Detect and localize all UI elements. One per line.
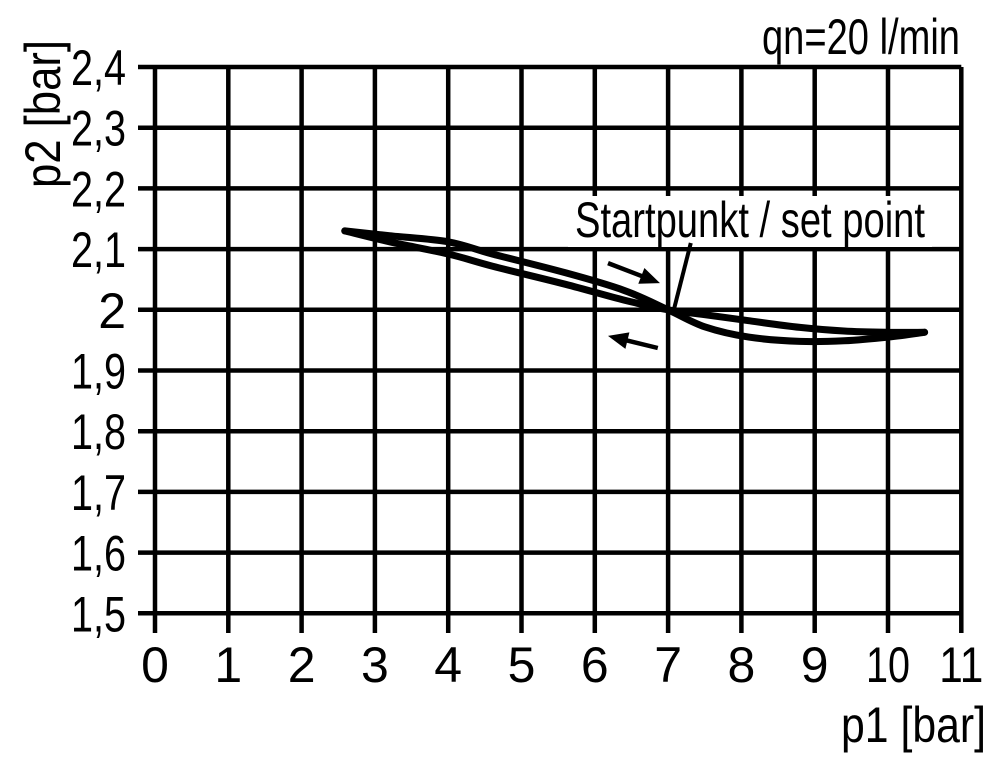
y-tick-label: 2,1 xyxy=(71,222,126,278)
x-tick-label: 3 xyxy=(361,637,389,693)
y-tick-label: 2,2 xyxy=(71,161,126,217)
x-tick-label: 1 xyxy=(214,637,242,693)
y-tick-label: 1,7 xyxy=(71,465,126,521)
hysteresis-curve-layer xyxy=(341,227,929,346)
y-tick-label: 1,6 xyxy=(71,526,126,582)
y-tick-label: 2 xyxy=(98,283,126,339)
x-tick-label: 2 xyxy=(288,637,316,693)
x-tick-label: 11 xyxy=(939,637,983,693)
y-axis-tick-labels: 2,42,32,22,121,91,81,71,61,5 xyxy=(71,40,126,642)
x-tick-label: 8 xyxy=(727,637,755,693)
decreasing-p1-arrow-head xyxy=(608,332,630,349)
x-tick-label: 4 xyxy=(434,637,462,693)
y-tick-label: 2,4 xyxy=(71,40,126,96)
flow-rate-title: qn=20 l/min xyxy=(762,9,960,65)
x-tick-label: 5 xyxy=(508,637,536,693)
hysteresis-branch-lower-left xyxy=(341,227,929,336)
grid-layer xyxy=(138,64,964,633)
y-tick-label: 2,3 xyxy=(71,101,126,157)
x-tick-label: 0 xyxy=(141,637,169,693)
y-tick-label: 1,9 xyxy=(71,344,126,400)
annotation-background xyxy=(568,196,932,247)
increasing-p1-arrow-head xyxy=(638,268,660,284)
x-tick-label: 10 xyxy=(866,637,910,693)
y-tick-label: 1,5 xyxy=(71,586,126,642)
x-axis-tick-labels: 0 1 2 3 4 5 6 7 8 9 10 11 xyxy=(141,637,983,693)
x-axis-label: p1 [bar] xyxy=(841,697,986,753)
annotation-leader-line xyxy=(671,242,693,313)
y-axis-label: p2 [bar] xyxy=(15,40,71,188)
setpoint-annotation-label: Startpunkt / set point xyxy=(575,192,925,248)
x-tick-label: 6 xyxy=(581,637,609,693)
direction-arrow-layer xyxy=(607,261,660,351)
x-tick-label: 7 xyxy=(654,637,682,693)
y-tick-label: 1,8 xyxy=(71,404,126,460)
x-tick-label: 9 xyxy=(801,637,829,693)
